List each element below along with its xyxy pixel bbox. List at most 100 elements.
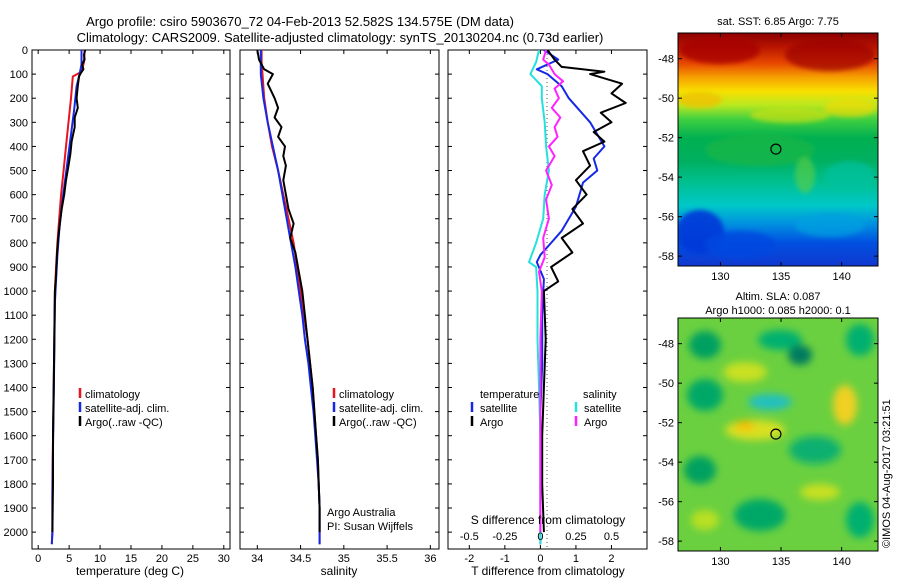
sla-texture (684, 324, 874, 538)
sst-yellow-patch (750, 107, 830, 123)
header-line-2: Climatology: CARS2009. Satellite-adjuste… (77, 30, 604, 45)
salinity-legend: climatology satellite-adj. clim. Argo(..ra… (332, 388, 423, 429)
difference-legend: temperature salinity satellite Argo satellit… (470, 389, 621, 429)
difference-panel: -2 -1 0 1 2 temperature salinity satellite Argo… (447, 49, 648, 578)
t-difference-label: T difference from climatology (471, 564, 625, 578)
s-diff-tick-label: 0.25 (565, 531, 586, 543)
depth-axis: 0 100 200 300 400 500 600 700 800 900 1000 1100 1200… (4, 45, 230, 539)
sst-light-green-patch (795, 157, 815, 193)
x-tick-label: 2 (608, 553, 614, 565)
map-x-tick-label: 135 (772, 556, 790, 568)
sla-low-patch (789, 436, 841, 464)
sla-high-patch (691, 510, 719, 530)
salinity-x-axis: 34 34.5 35 35.5 36 (251, 50, 436, 565)
map-y-tick-label: -50 (658, 378, 674, 390)
x-tick-label: -1 (500, 553, 510, 565)
temperature-panel: 0100200300400500600700800900100011001200… (4, 45, 231, 578)
sla-map-title: Altim. SLA: 0.087 (736, 291, 821, 303)
legend-label: Argo(..raw -QC) (339, 417, 417, 429)
sst-map-axes: 130 135 140 -48 -50 -52 -54 -56 -58 (658, 33, 878, 283)
s-diff-tick-label: 0 (537, 531, 543, 543)
sla-map-panel: Altim. SLA: 0.087 Argo h1000: 0.085 h200… (658, 291, 879, 568)
sla-low-patch (689, 331, 721, 359)
depth-tick-label: 300 (10, 117, 28, 129)
depth-tick-label: 0 (22, 45, 28, 57)
x-tick-label: 1 (573, 553, 579, 565)
sla-high-patch (800, 484, 840, 500)
map-y-tick-label: -58 (658, 251, 674, 263)
depth-tick-label: 900 (10, 262, 28, 274)
legend-label: satellite (584, 403, 621, 415)
sla-cyan-patch (748, 394, 792, 410)
sla-peak-patch (735, 421, 755, 431)
difference-series-3 (538, 50, 565, 533)
argo-location-marker (770, 428, 782, 440)
depth-tick-label: 2000 (4, 527, 28, 539)
temperature-plot-frame (31, 49, 231, 550)
salinity-depth-ticks (240, 49, 439, 533)
salinity-series-2 (256, 50, 321, 533)
map-y-tick-label: -48 (658, 339, 674, 351)
depth-tick-label: 1500 (4, 407, 28, 419)
salinity-plot-frame (239, 49, 440, 550)
difference-depth-ticks (448, 49, 647, 533)
legend-label: climatology (85, 389, 141, 401)
x-tick-label: 34.5 (290, 553, 311, 565)
x-tick-label: 30 (218, 553, 230, 565)
depth-tick-label: 100 (10, 69, 28, 81)
legend-label: Argo (480, 417, 503, 429)
sla-low-patch (846, 502, 874, 538)
legend-title-salinity: salinity (583, 389, 617, 401)
map-y-tick-label: -52 (658, 418, 674, 430)
depth-tick-label: 400 (10, 141, 28, 153)
map-x-tick-label: 140 (832, 271, 850, 283)
difference-plot-frame (447, 49, 648, 550)
sst-texture (678, 36, 876, 259)
sla-low-patch (687, 379, 723, 411)
s-difference-tick-labels: -0.5 -0.25 0 0.25 0.5 (460, 531, 619, 543)
pi-label: PI: Susan Wijffels (327, 521, 413, 533)
x-tick-label: 5 (66, 553, 72, 565)
x-tick-label: 20 (156, 553, 168, 565)
map-y-tick-label: -58 (658, 536, 674, 548)
map-y-tick-label: -54 (658, 172, 674, 184)
legend-label: Argo(..raw -QC) (85, 417, 163, 429)
sst-warm-patch (785, 39, 875, 71)
depth-tick-label: 800 (10, 238, 28, 250)
temperature-xlabel: temperature (deg C) (76, 564, 184, 578)
s-diff-tick-label: -0.5 (460, 531, 479, 543)
sst-map-frame (677, 32, 879, 267)
depth-tick-label: 700 (10, 214, 28, 226)
depth-tick-label: 1800 (4, 479, 28, 491)
map-y-tick-label: -48 (658, 54, 674, 66)
sla-low-patch (758, 330, 802, 350)
s-diff-tick-label: 0.5 (604, 531, 619, 543)
map-y-tick-label: -54 (658, 457, 674, 469)
map-y-tick-label: -56 (658, 212, 674, 224)
temperature-x-axis: 0 5 10 15 20 25 30 (35, 50, 230, 565)
x-tick-label: 15 (125, 553, 137, 565)
sla-map-frame (677, 317, 879, 552)
sst-cyan-patch (825, 161, 875, 189)
map-x-tick-label: 130 (711, 271, 729, 283)
x-tick-label: 35.5 (376, 553, 397, 565)
x-tick-label: 35 (338, 553, 350, 565)
x-tick-label: 25 (187, 553, 199, 565)
argo-australia-label: Argo Australia (327, 507, 396, 519)
sst-map-title: sat. SST: 6.85 Argo: 7.75 (717, 16, 839, 28)
depth-tick-label: 1400 (4, 382, 28, 394)
map-x-tick-label: 130 (711, 556, 729, 568)
depth-tick-label: 1600 (4, 431, 28, 443)
sla-low-patch (734, 499, 786, 531)
sst-map-panel: sat. SST: 6.85 Argo: 7.75 130 135 140 -48 -5… (658, 16, 879, 283)
s-difference-label: S difference from climatology (471, 513, 626, 527)
depth-tick-label: 1100 (4, 310, 28, 322)
depth-tick-label: 1300 (4, 358, 28, 370)
salinity-panel: 34 34.5 35 35.5 36 climatology satellite-adj.… (239, 49, 440, 578)
difference-series-0 (535, 50, 606, 545)
salinity-xlabel: salinity (321, 564, 358, 578)
map-y-tick-label: -52 (658, 133, 674, 145)
map-x-tick-label: 135 (772, 271, 790, 283)
sla-low-patch (684, 456, 716, 484)
